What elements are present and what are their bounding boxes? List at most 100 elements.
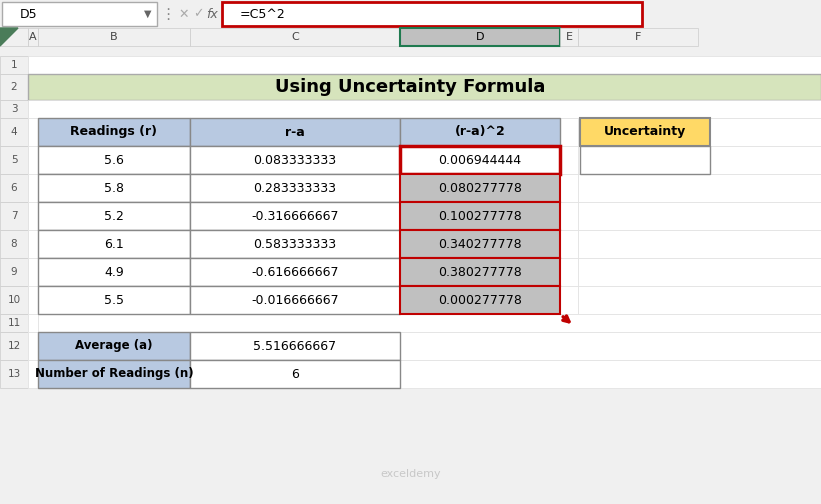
Text: exceldemy: exceldemy: [380, 469, 441, 479]
Bar: [0, 388, 821, 504]
Text: 0.006944444: 0.006944444: [438, 154, 521, 166]
Bar: [400, 230, 560, 258]
Text: ⋮: ⋮: [160, 7, 176, 22]
Bar: [400, 118, 560, 146]
Text: (r-a)^2: (r-a)^2: [455, 125, 506, 139]
Text: 0.283333333: 0.283333333: [254, 181, 337, 195]
Bar: [400, 258, 560, 286]
Text: ✕: ✕: [179, 8, 190, 21]
Text: fx: fx: [206, 8, 218, 21]
Text: -0.316666667: -0.316666667: [251, 210, 339, 222]
Text: 8: 8: [11, 239, 17, 249]
Bar: [560, 230, 578, 258]
Text: 11: 11: [7, 318, 21, 328]
Bar: [578, 146, 821, 174]
Text: ▼: ▼: [144, 9, 152, 19]
Text: 10: 10: [7, 295, 21, 305]
Bar: [0, 360, 28, 388]
Bar: [38, 174, 190, 202]
Text: 6: 6: [291, 367, 299, 381]
Polygon shape: [0, 28, 18, 46]
Text: F: F: [635, 32, 641, 42]
Text: 6: 6: [11, 183, 17, 193]
Bar: [28, 56, 821, 74]
Text: D: D: [475, 32, 484, 42]
Text: 5.8: 5.8: [104, 181, 124, 195]
Text: ✓: ✓: [193, 8, 204, 21]
Bar: [400, 202, 560, 230]
Bar: [560, 202, 578, 230]
Text: 1: 1: [11, 60, 17, 70]
Text: 0.083333333: 0.083333333: [254, 154, 337, 166]
Bar: [580, 146, 710, 174]
Bar: [28, 286, 38, 314]
Text: Number of Readings (n): Number of Readings (n): [34, 367, 193, 381]
Text: Average (a): Average (a): [76, 340, 153, 352]
Text: 6.1: 6.1: [104, 237, 124, 250]
Bar: [0, 258, 28, 286]
Bar: [400, 286, 560, 314]
Text: 5: 5: [11, 155, 17, 165]
Text: 0.000277778: 0.000277778: [438, 293, 522, 306]
Text: Uncertainty: Uncertainty: [604, 125, 686, 139]
Text: 0.380277778: 0.380277778: [438, 266, 522, 279]
Bar: [38, 314, 821, 332]
Bar: [580, 118, 710, 146]
Text: 0.100277778: 0.100277778: [438, 210, 522, 222]
Bar: [560, 28, 578, 46]
Bar: [28, 146, 38, 174]
Bar: [0, 174, 28, 202]
Text: 5.6: 5.6: [104, 154, 124, 166]
Bar: [28, 28, 38, 46]
Bar: [28, 258, 38, 286]
Bar: [400, 360, 821, 388]
Text: =C5^2: =C5^2: [240, 8, 286, 21]
Text: 3: 3: [11, 104, 17, 114]
Bar: [0, 332, 28, 360]
Text: 12: 12: [7, 341, 21, 351]
Bar: [28, 360, 38, 388]
Text: 5.516666667: 5.516666667: [254, 340, 337, 352]
Bar: [578, 230, 821, 258]
Bar: [560, 286, 578, 314]
Bar: [190, 230, 400, 258]
Bar: [28, 230, 38, 258]
Bar: [38, 230, 190, 258]
Bar: [28, 174, 38, 202]
Bar: [28, 332, 38, 360]
Text: 4: 4: [11, 127, 17, 137]
Bar: [38, 202, 190, 230]
Text: E: E: [566, 32, 572, 42]
Text: B: B: [110, 32, 117, 42]
Text: r-a: r-a: [285, 125, 305, 139]
Text: 4.9: 4.9: [104, 266, 124, 279]
Bar: [28, 100, 821, 118]
Text: 2: 2: [11, 82, 17, 92]
Bar: [38, 118, 190, 146]
Text: 0.583333333: 0.583333333: [254, 237, 337, 250]
Bar: [560, 146, 578, 174]
Bar: [28, 118, 38, 146]
Bar: [400, 174, 560, 202]
Text: 5.5: 5.5: [104, 293, 124, 306]
Bar: [578, 118, 821, 146]
Bar: [190, 286, 400, 314]
Text: -0.016666667: -0.016666667: [251, 293, 339, 306]
Bar: [0, 0, 821, 28]
Bar: [28, 360, 38, 388]
Bar: [0, 118, 28, 146]
Bar: [0, 100, 28, 118]
Bar: [0, 56, 28, 74]
Bar: [190, 28, 400, 46]
Text: -0.616666667: -0.616666667: [251, 266, 339, 279]
Bar: [38, 332, 190, 360]
Bar: [560, 174, 578, 202]
Bar: [190, 360, 400, 388]
Text: A: A: [30, 32, 37, 42]
Bar: [578, 202, 821, 230]
Bar: [0, 28, 821, 46]
Bar: [0, 314, 28, 332]
Text: 0.340277778: 0.340277778: [438, 237, 522, 250]
Bar: [28, 332, 38, 360]
Bar: [38, 258, 190, 286]
